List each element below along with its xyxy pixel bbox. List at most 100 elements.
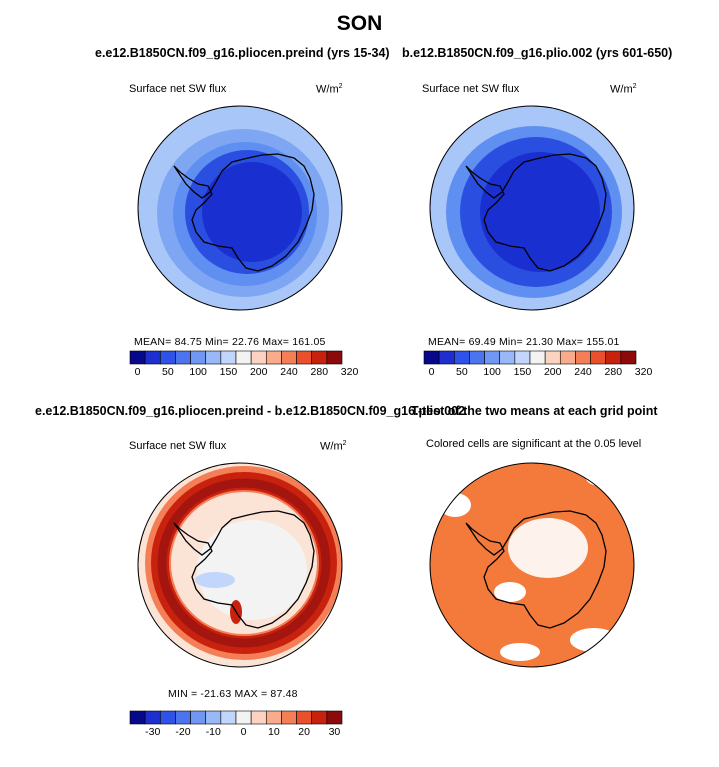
colorbar-3-box — [265, 710, 282, 725]
colorbar-tick-label: -10 — [205, 726, 221, 738]
colorbar-3-box — [235, 710, 252, 725]
colorbar-1-box — [235, 350, 252, 365]
panel-3-title: e.e12.B1850CN.f09_g16.pliocen.preind - b… — [35, 404, 466, 418]
colorbar-tick-label: 10 — [268, 726, 280, 738]
panel-1-band-5 — [202, 162, 302, 262]
colorbar-tick-label: 30 — [328, 726, 341, 738]
colorbar-tick-label: 0 — [428, 366, 435, 378]
colorbar-1-box — [326, 350, 343, 365]
colorbar-2-box — [484, 350, 501, 365]
panel-1-variable-label: Surface net SW flux — [129, 83, 227, 95]
map-panel-1 — [138, 106, 342, 310]
map-panel-2 — [430, 106, 634, 310]
colorbar-tick-label: -20 — [175, 726, 191, 738]
panel-1-units: W/m2 — [316, 83, 343, 96]
colorbar-tick-label: 240 — [574, 366, 592, 378]
colorbar-2-box — [499, 350, 516, 365]
panel-1-stats: MEAN= 84.75 Min= 22.76 Max= 161.05 — [134, 336, 326, 348]
colorbar-3-box — [144, 710, 161, 725]
colorbar-3-box — [129, 710, 146, 725]
panel-4-insignificant-interior — [508, 518, 588, 578]
colorbar-2-box — [575, 350, 591, 365]
colorbar-tick-label: 100 — [189, 366, 207, 378]
colorbar-panel-3 — [129, 710, 343, 725]
colorbar-2-box — [620, 350, 637, 365]
panel-4-border — [429, 462, 635, 668]
colorbar-1-box — [250, 350, 267, 365]
panel-4-antarctica-outline — [465, 510, 607, 629]
colorbar-tick-label: 20 — [298, 726, 310, 738]
colorbar-panel-2 — [423, 350, 637, 365]
colorbar-3-box — [205, 710, 222, 725]
panel-4-insignificant-patch-1 — [494, 582, 526, 602]
panel-2-antarctica-outline — [465, 153, 607, 272]
colorbar-2-box — [559, 350, 576, 365]
colorbar-panel-1 — [129, 350, 343, 365]
panel-2-units: W/m2 — [610, 83, 637, 96]
colorbar-3-box — [190, 710, 207, 725]
colorbar-1-box — [129, 350, 146, 365]
panel-2-stats: MEAN= 69.49 Min= 21.30 Max= 155.01 — [428, 336, 620, 348]
panel-4-title: T-test of the two means at each grid poi… — [411, 404, 658, 418]
colorbar-3-box — [220, 710, 237, 725]
colorbar-tick-label: 280 — [604, 366, 623, 378]
colorbar-tick-label: 150 — [219, 366, 238, 378]
colorbar-1-box — [296, 350, 313, 365]
panel-4-insignificant-patch-3 — [500, 643, 540, 661]
panel-3-variable-label: Surface net SW flux — [129, 440, 227, 452]
panel-3-antarctica-outline — [173, 510, 315, 629]
colorbar-2-box — [514, 350, 531, 365]
colorbar-2-box — [590, 350, 607, 365]
panel-2-variable-label: Surface net SW flux — [422, 83, 520, 95]
colorbar-tick-label: 0 — [134, 366, 141, 378]
colorbar-3-box — [159, 710, 176, 725]
colorbar-3-box — [296, 710, 313, 725]
page-title: SON — [336, 12, 383, 35]
colorbar-tick-label: -30 — [145, 726, 161, 738]
colorbar-1-box — [311, 350, 328, 365]
panel-1-antarctica-outline — [173, 153, 315, 272]
colorbar-2-box — [469, 350, 485, 365]
colorbar-1-box — [144, 350, 161, 365]
colorbar-2-box — [438, 350, 455, 365]
colorbar-3-box — [311, 710, 328, 725]
map-panel-3 — [138, 463, 342, 667]
panel-3-ring-core — [157, 478, 331, 648]
panel-2-band-4 — [480, 152, 600, 272]
colorbar-2-box — [605, 350, 622, 365]
panel-1-border — [137, 105, 343, 311]
colorbar-1-box — [281, 350, 297, 365]
panel-2-border — [429, 105, 635, 311]
colorbar-2-box — [453, 350, 470, 365]
colorbar-2-box — [544, 350, 561, 365]
panel-4-subtitle: Colored cells are significant at the 0.0… — [426, 438, 642, 450]
colorbar-2-box — [529, 350, 546, 365]
panel-3-border — [137, 462, 343, 668]
colorbar-3-box — [175, 710, 191, 725]
map-panel-4 — [430, 463, 634, 667]
colorbar-tick-label: 200 — [543, 366, 562, 378]
colorbar-tick-label: 200 — [249, 366, 268, 378]
panel-2-title: b.e12.B1850CN.f09_g16.plio.002 (yrs 601-… — [402, 46, 673, 60]
colorbar-1-box — [175, 350, 191, 365]
colorbar-tick-label: 320 — [340, 366, 359, 378]
colorbar-3-box — [281, 710, 297, 725]
panel-3-negative-patch — [195, 572, 235, 588]
colorbar-tick-label: 50 — [456, 366, 468, 378]
colorbar-1-box — [159, 350, 176, 365]
panel-3-stats: MIN = -21.63 MAX = 87.48 — [168, 688, 298, 700]
colorbar-tick-label: 240 — [280, 366, 298, 378]
colorbar-tick-label: 280 — [310, 366, 329, 378]
colorbar-tick-label: 100 — [483, 366, 501, 378]
colorbar-3-box — [250, 710, 267, 725]
colorbar-3-box — [326, 710, 343, 725]
panel-1-title: e.e12.B1850CN.f09_g16.pliocen.preind (yr… — [95, 46, 390, 60]
colorbar-2-box — [423, 350, 440, 365]
panel-3-interior — [197, 520, 307, 620]
colorbar-1-box — [205, 350, 222, 365]
colorbar-tick-label: 320 — [634, 366, 653, 378]
colorbar-tick-label: 0 — [240, 726, 247, 738]
colorbar-1-box — [265, 350, 282, 365]
panel-4-insignificant-patch-5 — [586, 470, 614, 486]
